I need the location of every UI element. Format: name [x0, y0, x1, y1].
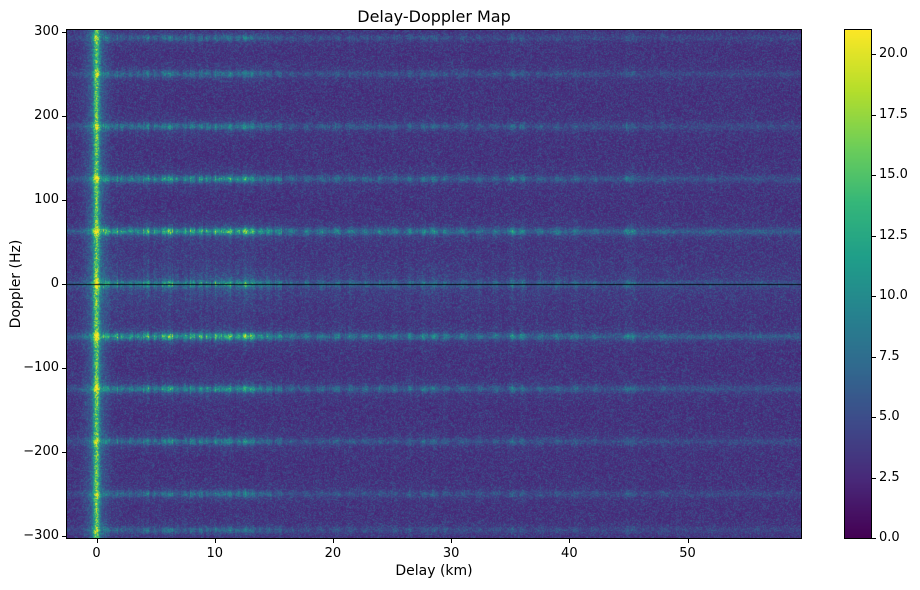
x-tick-mark [332, 539, 334, 543]
x-tick-mark [451, 539, 453, 543]
y-tick-label: −300 [23, 527, 59, 543]
x-axis-label: Delay (km) [395, 563, 473, 579]
colorbar-tick-label: 12.5 [879, 227, 908, 243]
colorbar-tick-mark [872, 175, 876, 177]
x-tick-label: 40 [561, 546, 578, 561]
y-tick-mark [62, 451, 66, 453]
heatmap-canvas [66, 29, 802, 539]
colorbar-tick-label: 5.0 [879, 409, 900, 425]
y-tick-label: 0 [50, 276, 59, 291]
colorbar-tick-mark [872, 356, 876, 358]
colorbar-tick-label: 0.0 [879, 530, 900, 545]
x-tick-mark [569, 539, 571, 543]
y-tick-mark [62, 535, 66, 537]
colorbar-tick-label: 2.5 [879, 469, 900, 485]
y-tick-label: 200 [34, 108, 59, 123]
y-tick-mark [62, 116, 66, 117]
x-tick-mark [687, 539, 689, 543]
colorbar-tick-label: 7.5 [879, 348, 900, 364]
y-tick-label: −100 [23, 359, 59, 375]
x-tick-mark [96, 539, 98, 543]
colorbar [844, 29, 872, 539]
y-tick-label: 100 [34, 192, 59, 207]
chart-title: Delay-Doppler Map [357, 7, 511, 26]
colorbar-tick-mark [872, 54, 876, 56]
colorbar-tick-mark [872, 417, 876, 419]
x-tick-label: 20 [324, 546, 342, 561]
colorbar-tick-label: 15.0 [879, 167, 908, 183]
colorbar-tick-mark [872, 114, 876, 116]
colorbar-tick-label: 10.0 [879, 288, 908, 304]
y-tick-mark [62, 32, 66, 34]
x-tick-label: 50 [679, 546, 696, 561]
y-tick-mark [62, 367, 66, 369]
x-tick-label: 30 [442, 546, 460, 561]
x-tick-label: 10 [206, 546, 224, 561]
y-tick-mark [62, 284, 66, 285]
colorbar-tick-mark [872, 235, 876, 237]
y-tick-mark [62, 200, 66, 201]
colorbar-tick-label: 17.5 [879, 106, 908, 122]
x-tick-mark [214, 539, 216, 543]
colorbar-tick-mark [872, 538, 876, 539]
colorbar-tick-label: 20.0 [879, 46, 908, 62]
colorbar-tick-mark [872, 296, 876, 298]
y-tick-label: −200 [23, 443, 59, 459]
x-tick-label: 0 [92, 546, 101, 561]
colorbar-tick-mark [872, 477, 876, 479]
y-tick-label: 300 [34, 24, 59, 40]
